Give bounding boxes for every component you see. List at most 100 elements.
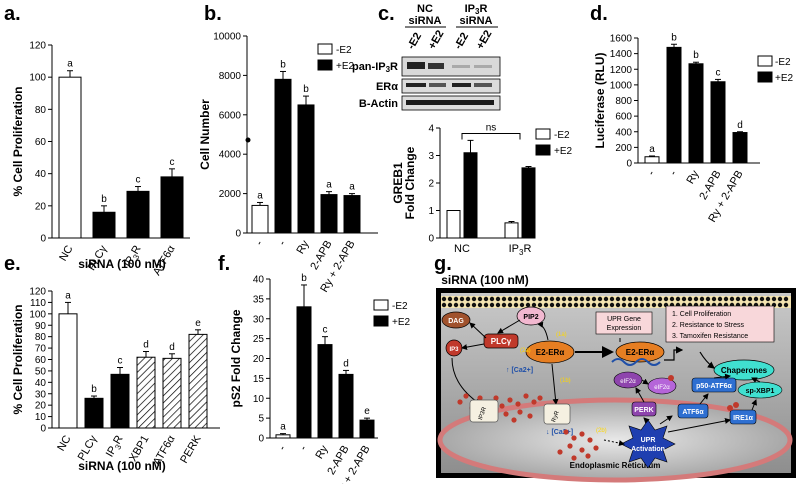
- bar: [317, 344, 333, 439]
- y-axis-label-1: GREB1: [391, 162, 405, 204]
- lipid-head: [453, 302, 459, 308]
- outcomes-box: [665, 305, 775, 343]
- panel-label-a: a.: [4, 3, 21, 25]
- significance-letter: b: [693, 50, 699, 61]
- lipid-head: [447, 296, 453, 302]
- x-tick-label: -: [253, 238, 265, 247]
- lipid-head: [693, 296, 699, 302]
- blot-row-era: [401, 78, 501, 94]
- lipid-head: [465, 302, 471, 308]
- lipid-head: [633, 302, 639, 308]
- x-tick-label: Ry: [313, 443, 330, 461]
- lipid-head: [723, 296, 729, 302]
- significance-letter: a: [326, 180, 332, 191]
- significance-letter: c: [323, 325, 328, 336]
- lipid-head: [585, 302, 591, 308]
- legend-f-swatch-plus: [373, 315, 389, 327]
- x-tick-label: PERK: [178, 433, 204, 466]
- y-tick-label: 80: [35, 332, 47, 343]
- y-tick-label: 70: [35, 344, 47, 355]
- y-tick-label: 0: [258, 434, 264, 445]
- y-tick-label: 0: [235, 229, 241, 240]
- bar: [188, 333, 208, 429]
- arrow-ca-upr: [603, 439, 625, 446]
- bar: [296, 306, 312, 439]
- arrow-ire1-xbp1: [751, 399, 757, 411]
- blot-lane-label: +E2: [474, 28, 494, 51]
- y-axis-label: Cell Number: [198, 99, 212, 170]
- bar: [160, 176, 184, 239]
- lipid-head: [519, 296, 525, 302]
- x-tick-label: -: [667, 168, 679, 177]
- y-tick-label: 25: [253, 334, 265, 345]
- lipid-head: [537, 296, 543, 302]
- x-tick-label: -: [276, 443, 288, 452]
- significance-letter: d: [143, 340, 149, 351]
- calcium-ion: [567, 443, 573, 449]
- lipid-head: [633, 296, 639, 302]
- band: [429, 83, 446, 87]
- lipid-head: [711, 296, 717, 302]
- lipid-head: [567, 302, 573, 308]
- x-tick-label: IP3R: [122, 243, 146, 270]
- lipid-head: [459, 302, 465, 308]
- dna-strand: [611, 358, 661, 366]
- significance-letter: a: [349, 182, 355, 193]
- x-tick-label: NC: [55, 433, 73, 453]
- er-label: Endoplasmic Reticulum: [570, 461, 661, 470]
- y-tick-label: 10: [35, 412, 47, 423]
- calcium-ion: [503, 411, 509, 417]
- bar: [463, 152, 478, 239]
- blot-group-nc-sirna: siRNA: [408, 15, 441, 27]
- calcium-ion: [517, 409, 523, 415]
- blot-lane-label: -E2: [452, 31, 471, 52]
- y-tick-label: 60: [35, 137, 47, 148]
- calcium-ion: [587, 437, 593, 443]
- legend-c-swatch-minus: [535, 128, 551, 140]
- significance-letter: b: [101, 194, 107, 205]
- y-tick-label: 20: [35, 401, 47, 412]
- lipid-head: [663, 296, 669, 302]
- lipid-head: [777, 302, 783, 308]
- arrow-to-chaperones: [699, 351, 715, 369]
- legend-f-swatch-minus: [373, 299, 389, 311]
- ryr-label: RyR: [551, 410, 561, 424]
- x-tick-label: NC: [57, 243, 75, 263]
- y-tick-label: 2000: [219, 189, 242, 200]
- lipid-head: [651, 302, 657, 308]
- atf6-label: ATF6α: [682, 409, 704, 416]
- lipid-head: [501, 296, 507, 302]
- upr-gene-label-2: Expression: [607, 325, 642, 332]
- significance-letter: c: [716, 67, 721, 78]
- lipid-head: [573, 302, 579, 308]
- blot-lane-label: -E2: [405, 31, 424, 52]
- bar: [297, 104, 315, 234]
- y-tick-label: 50: [35, 366, 47, 377]
- y-tick-label: 8000: [219, 71, 242, 82]
- arrow-era-pip2: [537, 321, 549, 341]
- lipid-head: [591, 296, 597, 302]
- legend-d-minus: -E2: [775, 57, 791, 68]
- lipid-head: [645, 302, 651, 308]
- band: [407, 62, 425, 69]
- lipid-head: [549, 296, 555, 302]
- ire1-phospho-2: [733, 402, 739, 408]
- lipid-head: [567, 296, 573, 302]
- blot-label-actin: Β-Actin: [359, 98, 398, 110]
- step-2a: (2a): [520, 348, 531, 354]
- arrow-upr-perk: [643, 417, 650, 424]
- bar: [110, 373, 130, 429]
- blot-label-era: ERα: [376, 81, 398, 93]
- lipid-head: [585, 296, 591, 302]
- panel-label-f: f.: [218, 253, 230, 275]
- significance-letter: e: [195, 318, 201, 329]
- dag-node: [441, 311, 471, 329]
- lipid-head: [507, 296, 513, 302]
- significance-letter: d: [169, 342, 175, 353]
- lipid-head: [639, 296, 645, 302]
- lipid-head: [573, 296, 579, 302]
- lipid-head: [621, 302, 627, 308]
- calcium-ion: [571, 455, 577, 461]
